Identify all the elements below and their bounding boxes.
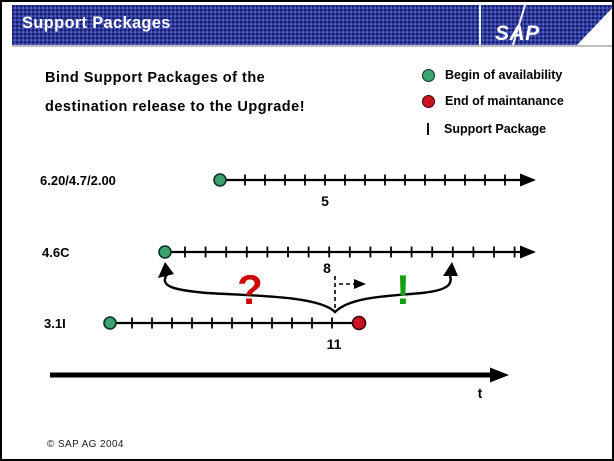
end-of-maintenance-marker bbox=[351, 315, 367, 331]
time-axis-label: t bbox=[478, 385, 483, 401]
intro-line-1: Bind Support Packages of the bbox=[45, 70, 266, 86]
sp-number: 5 bbox=[321, 193, 329, 209]
support-package-ticks bbox=[131, 317, 333, 329]
timeline-620-47-200: 6.20/4.7/2.00 5 bbox=[40, 173, 536, 209]
sp-number: 8 bbox=[323, 260, 331, 276]
sp8-dashed-arrowhead bbox=[354, 279, 366, 289]
release-label: 3.1I bbox=[44, 316, 66, 331]
bracket-left-arrowhead bbox=[158, 262, 174, 278]
time-axis: t bbox=[50, 367, 509, 401]
timeline-arrowhead bbox=[520, 245, 536, 259]
end-of-maintenance-icon bbox=[422, 94, 435, 108]
page-title: Support Packages bbox=[22, 14, 171, 32]
time-axis-arrowhead bbox=[490, 367, 509, 383]
header-divider-line bbox=[479, 5, 481, 45]
bracket-left-curve bbox=[163, 271, 337, 314]
bracket-right-curve bbox=[333, 271, 452, 314]
legend-label: End of maintanance bbox=[445, 94, 564, 108]
legend-item-support-package: Support Package bbox=[422, 119, 564, 139]
question-mark: ? bbox=[237, 266, 263, 313]
header-bar: Support Packages SAP bbox=[12, 5, 614, 45]
timeline-31i: 3.1I 11 bbox=[44, 315, 367, 352]
support-package-tick-icon bbox=[427, 123, 429, 135]
support-package-ticks bbox=[244, 174, 506, 186]
copyright: © SAP AG 2004 bbox=[47, 439, 124, 450]
timeline-46c: 4.6C 8 bbox=[42, 245, 536, 311]
legend-label: Support Package bbox=[444, 122, 547, 136]
sp-number: 11 bbox=[327, 336, 342, 352]
legend-item-begin: Begin of availability bbox=[422, 65, 564, 85]
release-label: 6.20/4.7/2.00 bbox=[40, 173, 116, 188]
begin-of-availability-icon bbox=[422, 68, 435, 82]
intro-line-2: destination release to the Upgrade! bbox=[45, 99, 306, 115]
bracket-right-arrowhead bbox=[443, 262, 458, 276]
legend-label: Begin of availability bbox=[445, 68, 563, 82]
begin-of-availability-marker bbox=[158, 245, 172, 259]
support-package-ticks bbox=[184, 246, 516, 258]
begin-of-availability-marker bbox=[213, 173, 227, 187]
sap-logo: SAP bbox=[495, 22, 540, 45]
begin-of-availability-marker bbox=[103, 316, 117, 330]
timeline-arrowhead bbox=[520, 173, 536, 187]
exclamation-mark: ! bbox=[396, 266, 410, 313]
legend-item-end: End of maintanance bbox=[422, 91, 564, 111]
header-shadow-line bbox=[12, 45, 612, 47]
intro-text: Bind Support Packages of the destination… bbox=[45, 64, 305, 122]
bind-bracket: ? ! bbox=[158, 262, 458, 314]
release-label: 4.6C bbox=[42, 245, 70, 260]
legend: Begin of availability End of maintanance… bbox=[422, 65, 564, 145]
